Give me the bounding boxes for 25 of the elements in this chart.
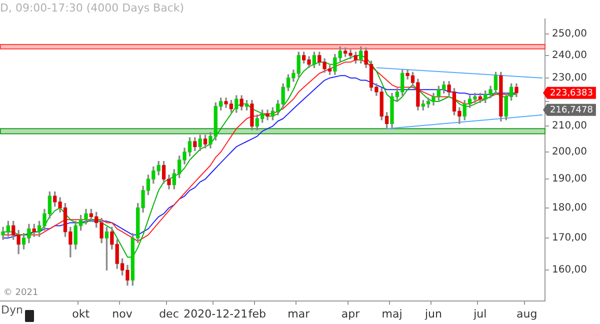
y-tick-label: 230,00 [552,72,588,84]
y-tick-label: 160,00 [552,264,588,276]
x-tick-label: apr [341,307,360,320]
x-tick-label: okt [72,307,90,320]
x-tick-label: dec [159,307,179,320]
y-tick-label: 180,00 [552,202,588,214]
text: Dyn [1,304,23,317]
x-tick-label: maj [382,307,402,320]
y-tick-label: 210,00 [552,120,588,132]
x-tick-label: jul [472,307,487,320]
y-tick-label: 170,00 [552,232,588,244]
x-tick-label: jun [424,307,442,320]
text: 223,6383 [550,88,593,99]
y-tick-label: 190,00 [552,174,588,185]
x-tick-label: feb [248,307,266,320]
x-tick-label: nov [112,307,133,320]
annotation: © 2021 [3,288,38,298]
x-tick-label: aug [516,307,538,320]
y-tick-label: 200,00 [552,146,588,158]
y-tick-label: 240,00 [552,50,588,62]
chart-title: D, 09:00-17:30 (4000 Days Back) [0,1,184,14]
x-tick-label: 2020-12-21 [184,307,248,320]
y-tick-label: 250,00 [552,28,588,40]
text: 216,7478 [550,106,594,116]
x-tick-label: mar [288,307,310,320]
